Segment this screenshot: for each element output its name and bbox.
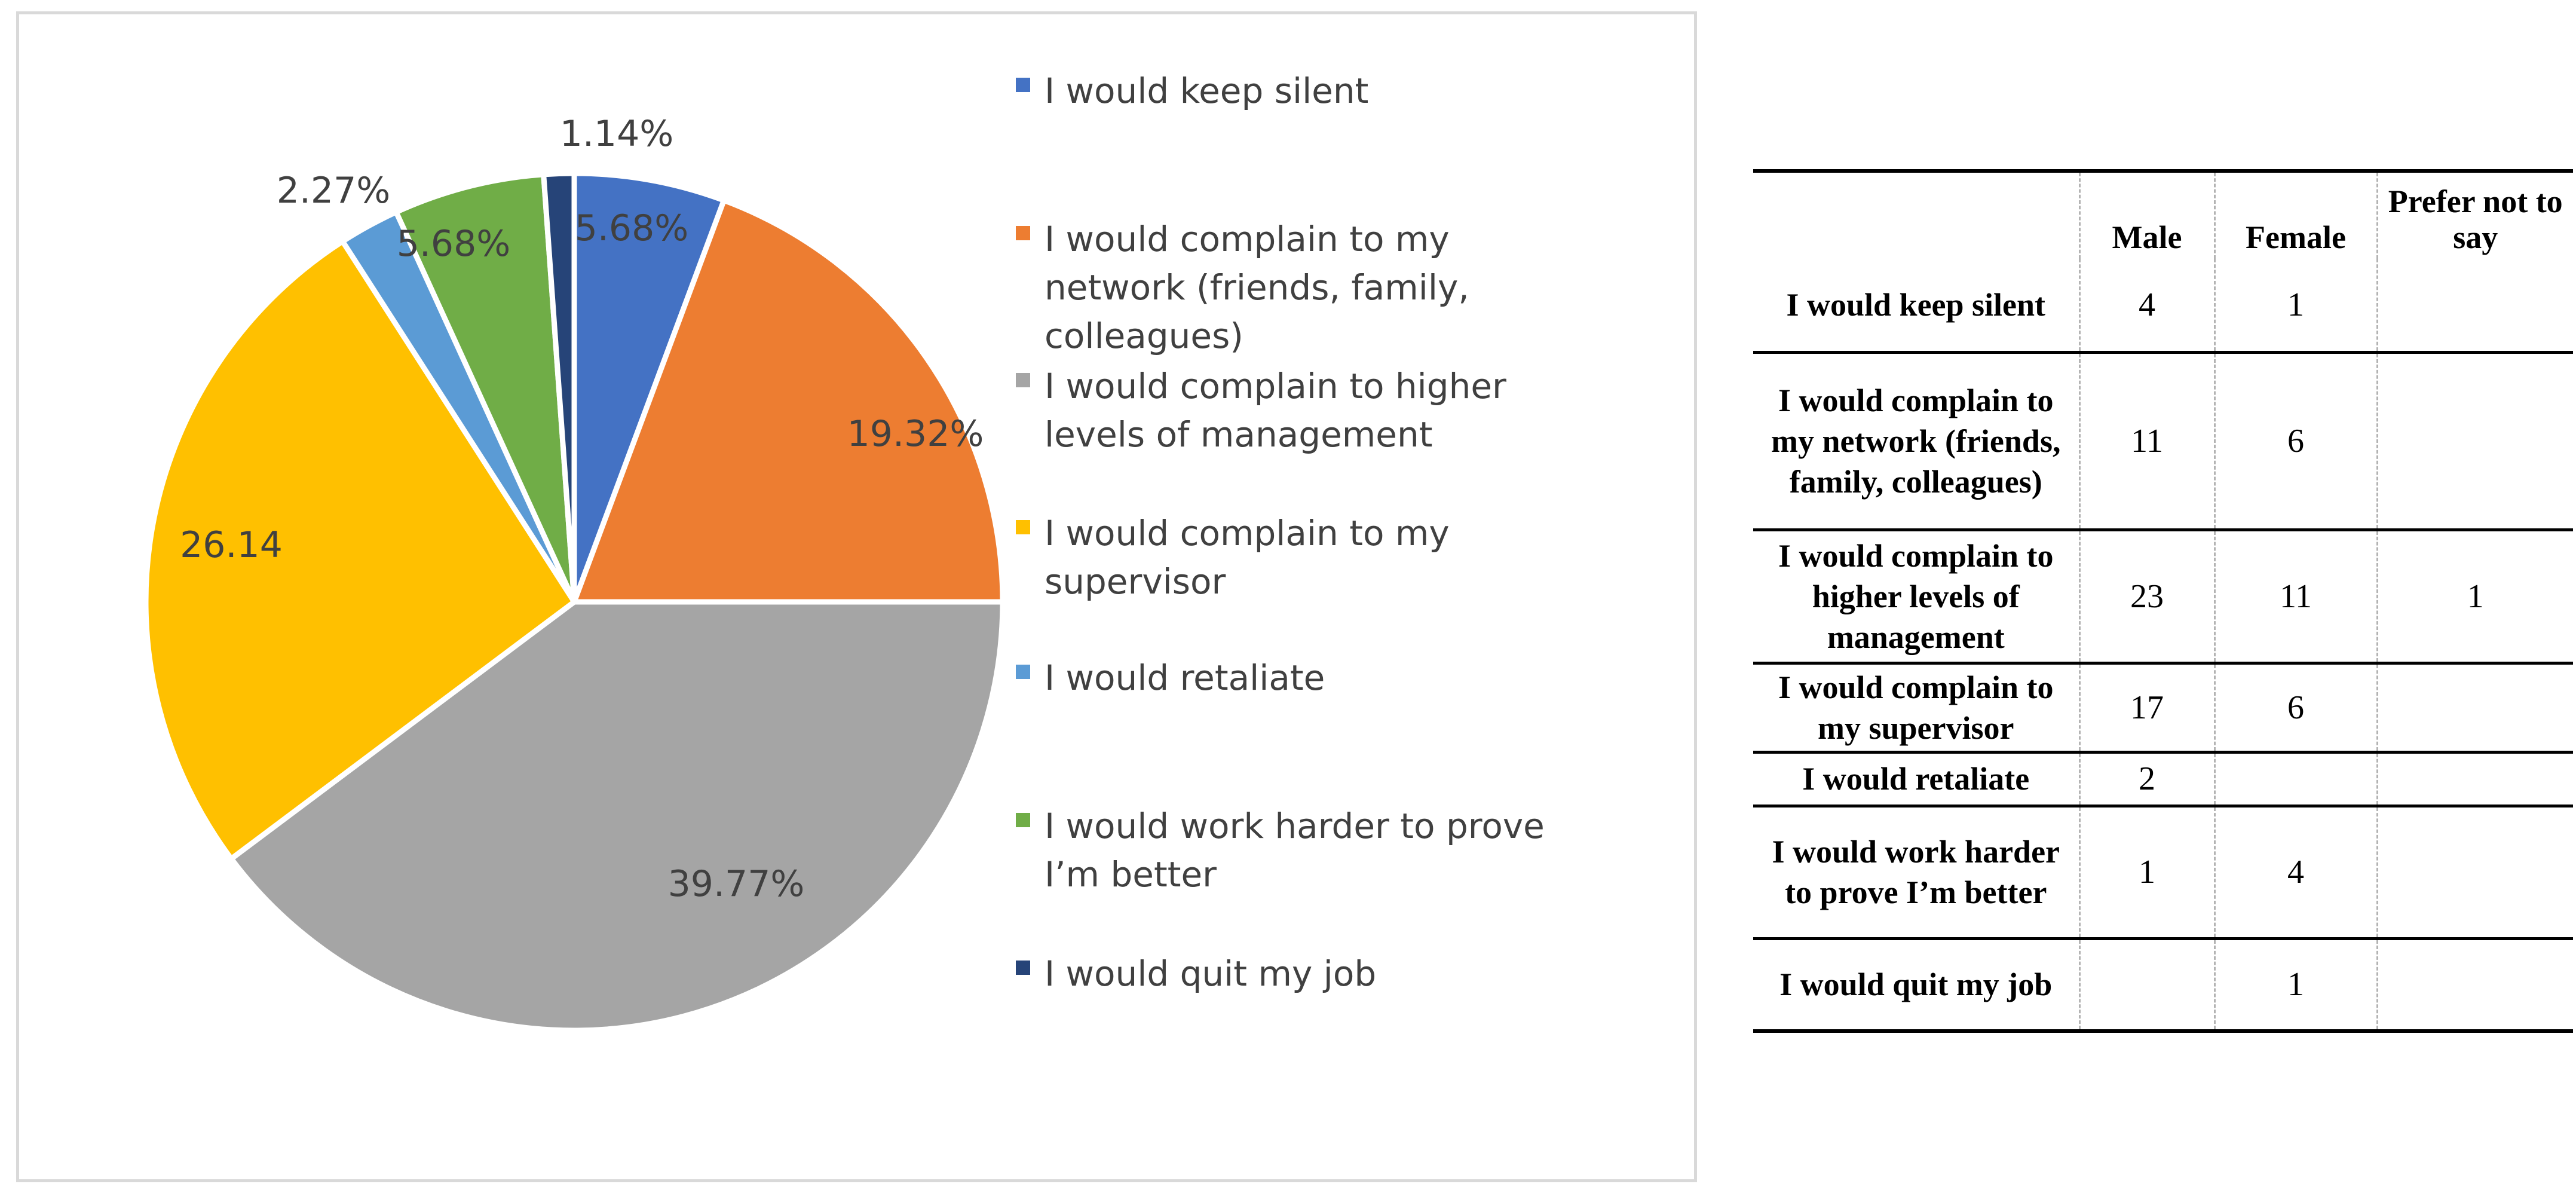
table-row: I would retaliate 2 [1753,752,2573,807]
female-count-cell: 1 [2214,259,2378,354]
prefer-not-to-say-count-cell: 1 [2377,530,2573,665]
female-count-cell: 6 [2214,352,2378,531]
pie-slice [571,197,1006,605]
header-prefer-not-to-say: Prefer not to say [2388,183,2563,255]
female-count-cell: 4 [2214,806,2378,940]
pie-data-labels: 5.68%19.32%39.77%26.142.27%5.68%1.14% [180,113,984,905]
female-count-cell: 11 [2214,530,2378,665]
legend-item: I would complain to my network (friends,… [1016,215,1469,360]
row-label-cell: I would work harder to prove I’m better [1753,806,2081,940]
prefer-not-to-say-count-cell [2377,259,2573,354]
header-male: Male [2079,171,2216,259]
male-count-cell: 17 [2079,663,2216,754]
row-label-cell: I would complain to my network (friends,… [1753,352,2081,531]
pie-data-label: 5.68% [397,223,511,265]
male-count-cell: 11 [2079,352,2216,531]
table-row: I would complain to higher levels of man… [1753,530,2573,665]
legend-swatch [1016,78,1030,92]
legend-label: I would complain to my network (friends,… [1045,219,1469,356]
legend-label: I would retaliate [1045,657,1325,698]
chart-area: 5.68% 19.32% 39.77% 26.14 2.27% 5.68% 1.14% I … [16,11,1697,1182]
table-row: I would complain to my network (friends,… [1753,352,2573,531]
pie-data-label: 39.77% [668,863,805,905]
prefer-not-to-say-count-cell [2377,938,2573,1031]
table-row: I would quit my job 1 [1753,938,2573,1031]
pie-data-label: 5.68% [575,207,689,249]
male-count-cell [2079,938,2216,1031]
header-female: Female [2214,171,2378,259]
pie-slice [393,172,577,605]
pie-slice [541,170,577,605]
table-row: I would complain to my supervisor 17 6 [1753,663,2573,754]
legend-swatch [1016,226,1030,240]
prefer-not-to-say-count-cell [2377,663,2573,754]
prefer-not-to-say-count-cell [2377,752,2573,807]
header-blank [1753,171,2081,259]
pie-slice [143,238,577,862]
female-count-cell [2214,752,2378,807]
pie-data-label: 19.32% [847,413,984,455]
legend-swatch [1016,665,1030,679]
responses-table: Male Female Prefer not to say I would ke… [1753,169,2573,1033]
legend-swatch [1016,520,1030,534]
legend-label: I would keep silent [1045,71,1369,111]
legend-item: I would quit my job [1016,950,1376,998]
legend-swatch [1016,961,1030,975]
male-count-cell: 1 [2079,806,2216,940]
pie-chart: 5.68%19.32%39.77%26.142.27%5.68%1.14% [143,113,1006,1033]
female-count-cell: 6 [2214,663,2378,754]
pie-slice [228,599,1006,1033]
row-label-cell: I would retaliate [1753,752,2081,807]
legend-label: I would quit my job [1045,953,1377,994]
table-row: I would work harder to prove I’m better 1… [1753,806,2573,940]
legend-item: I would keep silent [1016,67,1368,115]
row-label-cell: I would quit my job [1753,938,2081,1031]
pie-data-label: 26.14 [180,524,283,566]
prefer-not-to-say-count-cell [2377,806,2573,940]
male-count-cell: 4 [2079,259,2216,354]
prefer-not-to-say-count-cell [2377,352,2573,531]
table-header-row: Male Female Prefer not to say [1753,171,2573,259]
male-count-cell: 23 [2079,530,2216,665]
legend-label: I would complain to higher levels of man… [1045,366,1506,455]
row-label-cell: I would complain to higher levels of man… [1753,530,2081,665]
row-label-cell: I would complain to my supervisor [1753,663,2081,754]
pie-slices [143,170,1006,1033]
legend-label: I would work harder to prove I’m better [1045,806,1545,895]
table-row: I would keep silent 4 1 [1753,259,2573,354]
pie-data-label: 2.27% [277,170,391,212]
pie-data-label: 1.14% [560,113,674,155]
female-count-cell: 1 [2214,938,2378,1031]
legend-swatch [1016,373,1030,387]
row-label-cell: I would keep silent [1753,259,2081,354]
legend-item: I would complain to my supervisor [1016,509,1450,606]
legend-item: I would retaliate [1016,654,1325,702]
male-count-cell: 2 [2079,752,2216,807]
legend-item: I would work harder to prove I’m better [1016,802,1545,899]
legend-label: I would complain to my supervisor [1045,513,1450,602]
legend-item: I would complain to higher levels of man… [1016,362,1506,459]
legend-swatch [1016,813,1030,827]
